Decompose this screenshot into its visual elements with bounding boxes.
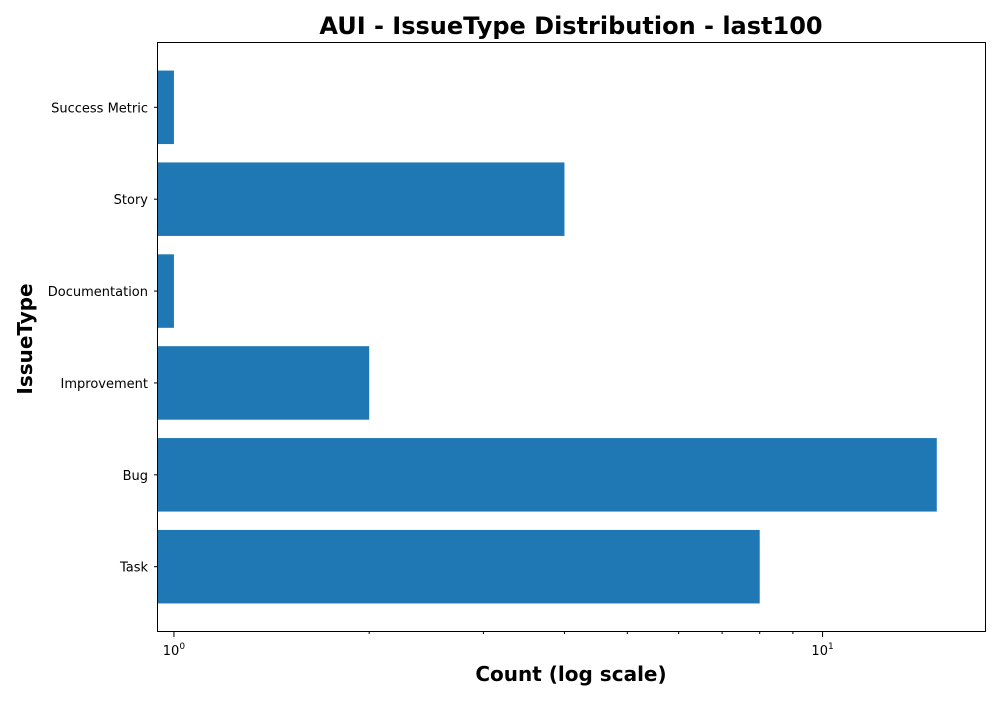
bar-task [158,529,760,604]
x-axis-label: Count (log scale) [475,662,666,686]
x-tick-label: 100 [163,642,186,659]
x-tick-exponent: 1 [828,642,834,652]
y-tick-label: Bug [123,469,148,484]
y-tick-label: Task [119,561,149,576]
x-axis-ticks: 100 101 [163,631,834,659]
chart-title: AUI - IssueType Distribution - last100 [319,12,822,40]
x-tick-label: 101 [811,642,833,659]
y-tick-label: Documentation [48,285,148,300]
y-tick-label: Story [114,193,149,208]
x-tick-exponent: 0 [179,642,185,652]
y-axis-label: IssueType [13,283,37,394]
bars-group [158,70,937,604]
bar-success-metric [158,70,174,145]
bar-improvement [158,346,370,420]
bar-documentation [158,254,174,328]
y-tick-label: Success Metric [51,101,148,116]
bar-bug [158,438,937,512]
y-axis-ticks: Task Bug Improvement Documentation Story Succ… [48,101,158,576]
y-tick-label: Improvement [61,377,148,392]
x-tick-base: 10 [163,644,180,659]
x-tick-base: 10 [811,644,828,659]
plot-frame [157,42,986,632]
bar-story [158,162,565,236]
